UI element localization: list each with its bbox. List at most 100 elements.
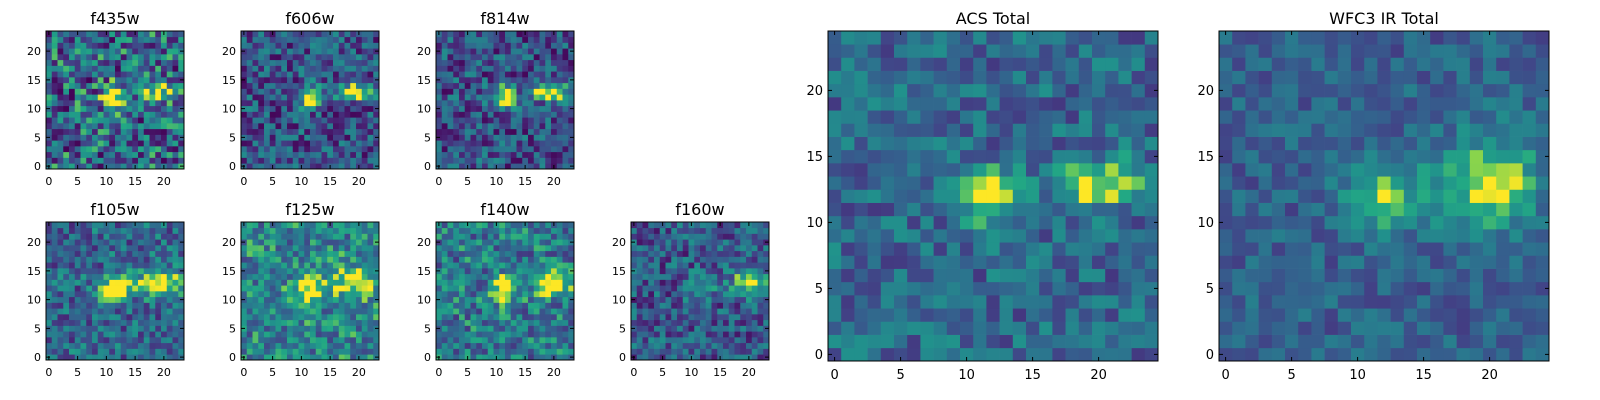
heatmap-cell [166, 105, 173, 112]
heatmap-cell [516, 117, 523, 124]
heatmap-cell [321, 31, 328, 38]
heatmap-cell [880, 321, 895, 335]
heatmap-cell [516, 337, 523, 344]
y-tick-label: 5 [815, 282, 823, 297]
heatmap-cell [166, 348, 173, 355]
heatmap-cell [545, 245, 552, 252]
heatmap-cell [470, 314, 477, 321]
heatmap-cell [115, 354, 122, 361]
heatmap-cell [441, 163, 448, 170]
heatmap-cell [298, 273, 305, 280]
heatmap-cell [436, 245, 443, 252]
heatmap-cell [51, 273, 58, 280]
heatmap-cell [516, 94, 523, 101]
heatmap-cell [97, 342, 104, 349]
heatmap-cell [252, 268, 259, 275]
heatmap-cell [528, 151, 535, 158]
heatmap-cell [80, 331, 87, 338]
heatmap-cell [711, 331, 718, 338]
x-tick-label: 5 [269, 366, 276, 379]
heatmap-cell [499, 146, 506, 153]
heatmap-cell [63, 285, 70, 292]
heatmap-cell [1483, 334, 1497, 349]
heatmap-cell [80, 256, 87, 263]
heatmap-cell [321, 48, 328, 55]
heatmap-cell [453, 250, 460, 257]
heatmap-cell [51, 88, 58, 95]
heatmap-cell [516, 319, 523, 326]
heatmap-cell [522, 273, 529, 280]
heatmap-cell [717, 319, 724, 326]
heatmap-cell [516, 157, 523, 164]
heatmap-cell [92, 285, 99, 292]
y-tick-label: 0 [815, 348, 823, 363]
heatmap-cell [516, 36, 523, 43]
heatmap-cell [350, 273, 357, 280]
heatmap-cell [459, 227, 466, 234]
heatmap-cell [453, 128, 460, 135]
heatmap-cell [539, 239, 546, 246]
heatmap-cell [315, 88, 322, 95]
heatmap-cell [751, 233, 758, 240]
heatmap-cell [880, 295, 895, 309]
heatmap-cell [1351, 334, 1365, 349]
heatmap-cell [252, 337, 259, 344]
heatmap-cell [143, 331, 150, 338]
heatmap-cell [1271, 347, 1286, 362]
heatmap-cell [264, 163, 271, 170]
heatmap-cell [350, 59, 357, 66]
heatmap-cell [441, 308, 448, 315]
heatmap-cell [281, 250, 288, 257]
heatmap-cell [315, 42, 322, 49]
heatmap-cell [516, 268, 523, 275]
heatmap-cell [734, 250, 741, 257]
heatmap-cell [109, 105, 116, 112]
heatmap-cell [1403, 321, 1418, 335]
heatmap-cell [252, 314, 259, 321]
heatmap-cell [338, 146, 345, 153]
heatmap-cell [361, 233, 368, 240]
heatmap-cell [533, 250, 540, 257]
heatmap-cell [310, 245, 317, 252]
heatmap-cell [556, 354, 563, 361]
heatmap-cell [356, 77, 363, 84]
heatmap-cell [436, 100, 443, 107]
heatmap-cell [287, 296, 294, 303]
heatmap-cell [57, 111, 64, 118]
heatmap-cell [310, 291, 317, 298]
heatmap-cell [155, 42, 162, 49]
heatmap-cell [304, 94, 311, 101]
heatmap-cell [671, 273, 678, 280]
heatmap-cell [292, 285, 299, 292]
heatmap-cell [287, 262, 294, 269]
heatmap-cell [287, 245, 294, 252]
heatmap-cell [269, 348, 276, 355]
heatmap-cell [281, 291, 288, 298]
heatmap-cell [986, 136, 1000, 151]
heatmap-cell [499, 42, 506, 49]
heatmap-cell [126, 348, 133, 355]
heatmap-cell [281, 94, 288, 101]
heatmap-cell [960, 189, 974, 203]
heatmap-cell [1390, 334, 1405, 349]
heatmap-cell [172, 319, 179, 326]
heatmap-cell [533, 157, 540, 164]
heatmap-cell [470, 117, 477, 124]
heatmap-cell [476, 146, 483, 153]
heatmap-cell [482, 354, 489, 361]
heatmap-cell [103, 262, 110, 269]
heatmap-cell [138, 268, 145, 275]
heatmap-cell [470, 337, 477, 344]
heatmap-cell [1131, 149, 1146, 164]
x-tick-label: 15 [323, 175, 337, 188]
heatmap-cell [315, 348, 322, 355]
heatmap-cell [568, 250, 575, 257]
y-tick-label: 5 [34, 322, 41, 335]
heatmap-cell [92, 256, 99, 263]
heatmap-cell [74, 48, 81, 55]
heatmap-cell [258, 146, 265, 153]
heatmap-cell [688, 233, 695, 240]
heatmap-cell [315, 59, 322, 66]
heatmap-cell [298, 337, 305, 344]
heatmap-cell [292, 256, 299, 263]
